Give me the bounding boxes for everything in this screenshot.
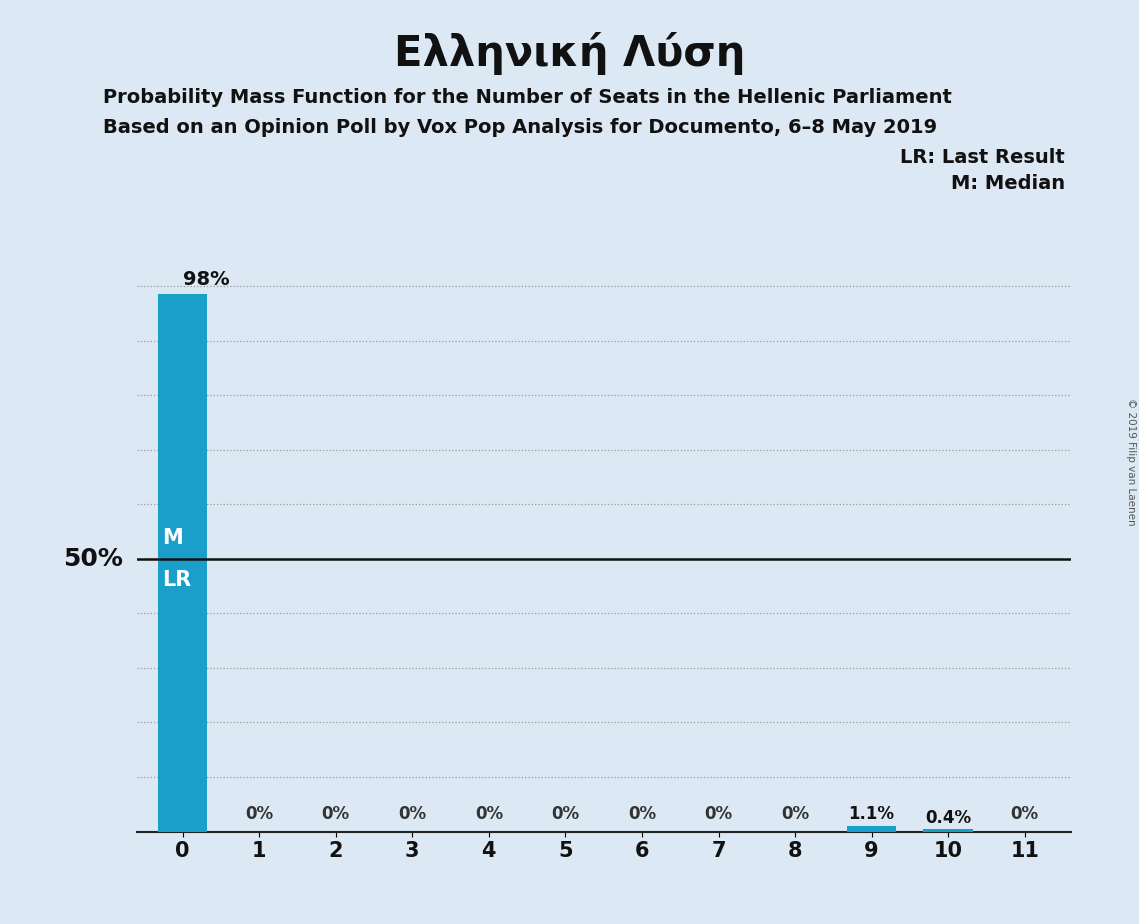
Text: 0%: 0% [704, 806, 732, 823]
Text: LR: LR [163, 570, 191, 590]
Text: 1.1%: 1.1% [849, 805, 894, 823]
Text: M: M [163, 528, 183, 548]
Text: 0%: 0% [399, 806, 426, 823]
Text: 0%: 0% [628, 806, 656, 823]
Text: © 2019 Filip van Laenen: © 2019 Filip van Laenen [1126, 398, 1136, 526]
Text: Ελληνική Λύση: Ελληνική Λύση [394, 32, 745, 76]
Text: Based on an Opinion Poll by Vox Pop Analysis for Documento, 6–8 May 2019: Based on an Opinion Poll by Vox Pop Anal… [103, 118, 936, 138]
Text: LR: Last Result: LR: Last Result [900, 148, 1065, 167]
Bar [157, 294, 207, 832]
Text: 0.4%: 0.4% [925, 808, 972, 827]
Bar [924, 830, 973, 832]
Text: 0%: 0% [245, 806, 273, 823]
Bar [846, 826, 896, 832]
Text: 0%: 0% [551, 806, 580, 823]
Text: 98%: 98% [182, 270, 229, 288]
Text: 0%: 0% [321, 806, 350, 823]
Text: M: Median: M: Median [951, 174, 1065, 193]
Text: 0%: 0% [1010, 806, 1039, 823]
Text: 50%: 50% [63, 547, 123, 571]
Text: 0%: 0% [475, 806, 503, 823]
Text: Probability Mass Function for the Number of Seats in the Hellenic Parliament: Probability Mass Function for the Number… [103, 88, 951, 107]
Text: 0%: 0% [781, 806, 809, 823]
